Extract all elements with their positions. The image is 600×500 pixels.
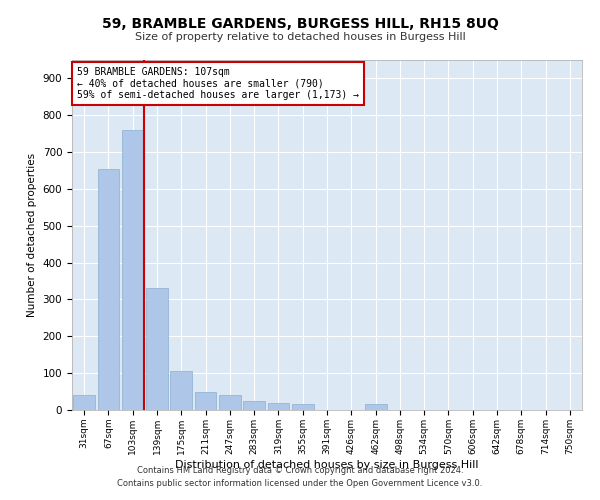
Y-axis label: Number of detached properties: Number of detached properties <box>27 153 37 317</box>
Text: 59, BRAMBLE GARDENS, BURGESS HILL, RH15 8UQ: 59, BRAMBLE GARDENS, BURGESS HILL, RH15 … <box>101 18 499 32</box>
Bar <box>73 394 95 410</box>
Text: 59 BRAMBLE GARDENS: 107sqm
← 40% of detached houses are smaller (790)
59% of sem: 59 BRAMBLE GARDENS: 107sqm ← 40% of deta… <box>77 67 359 100</box>
Bar <box>292 404 314 410</box>
Bar <box>194 392 217 410</box>
Bar <box>97 168 119 410</box>
Bar <box>170 372 192 410</box>
Text: Contains HM Land Registry data © Crown copyright and database right 2024.
Contai: Contains HM Land Registry data © Crown c… <box>118 466 482 487</box>
Text: Size of property relative to detached houses in Burgess Hill: Size of property relative to detached ho… <box>134 32 466 42</box>
Bar <box>243 401 265 410</box>
Bar <box>365 404 386 410</box>
Bar <box>122 130 143 410</box>
Bar <box>219 396 241 410</box>
Bar <box>146 288 168 410</box>
Bar <box>268 402 289 410</box>
X-axis label: Distribution of detached houses by size in Burgess Hill: Distribution of detached houses by size … <box>175 460 479 469</box>
